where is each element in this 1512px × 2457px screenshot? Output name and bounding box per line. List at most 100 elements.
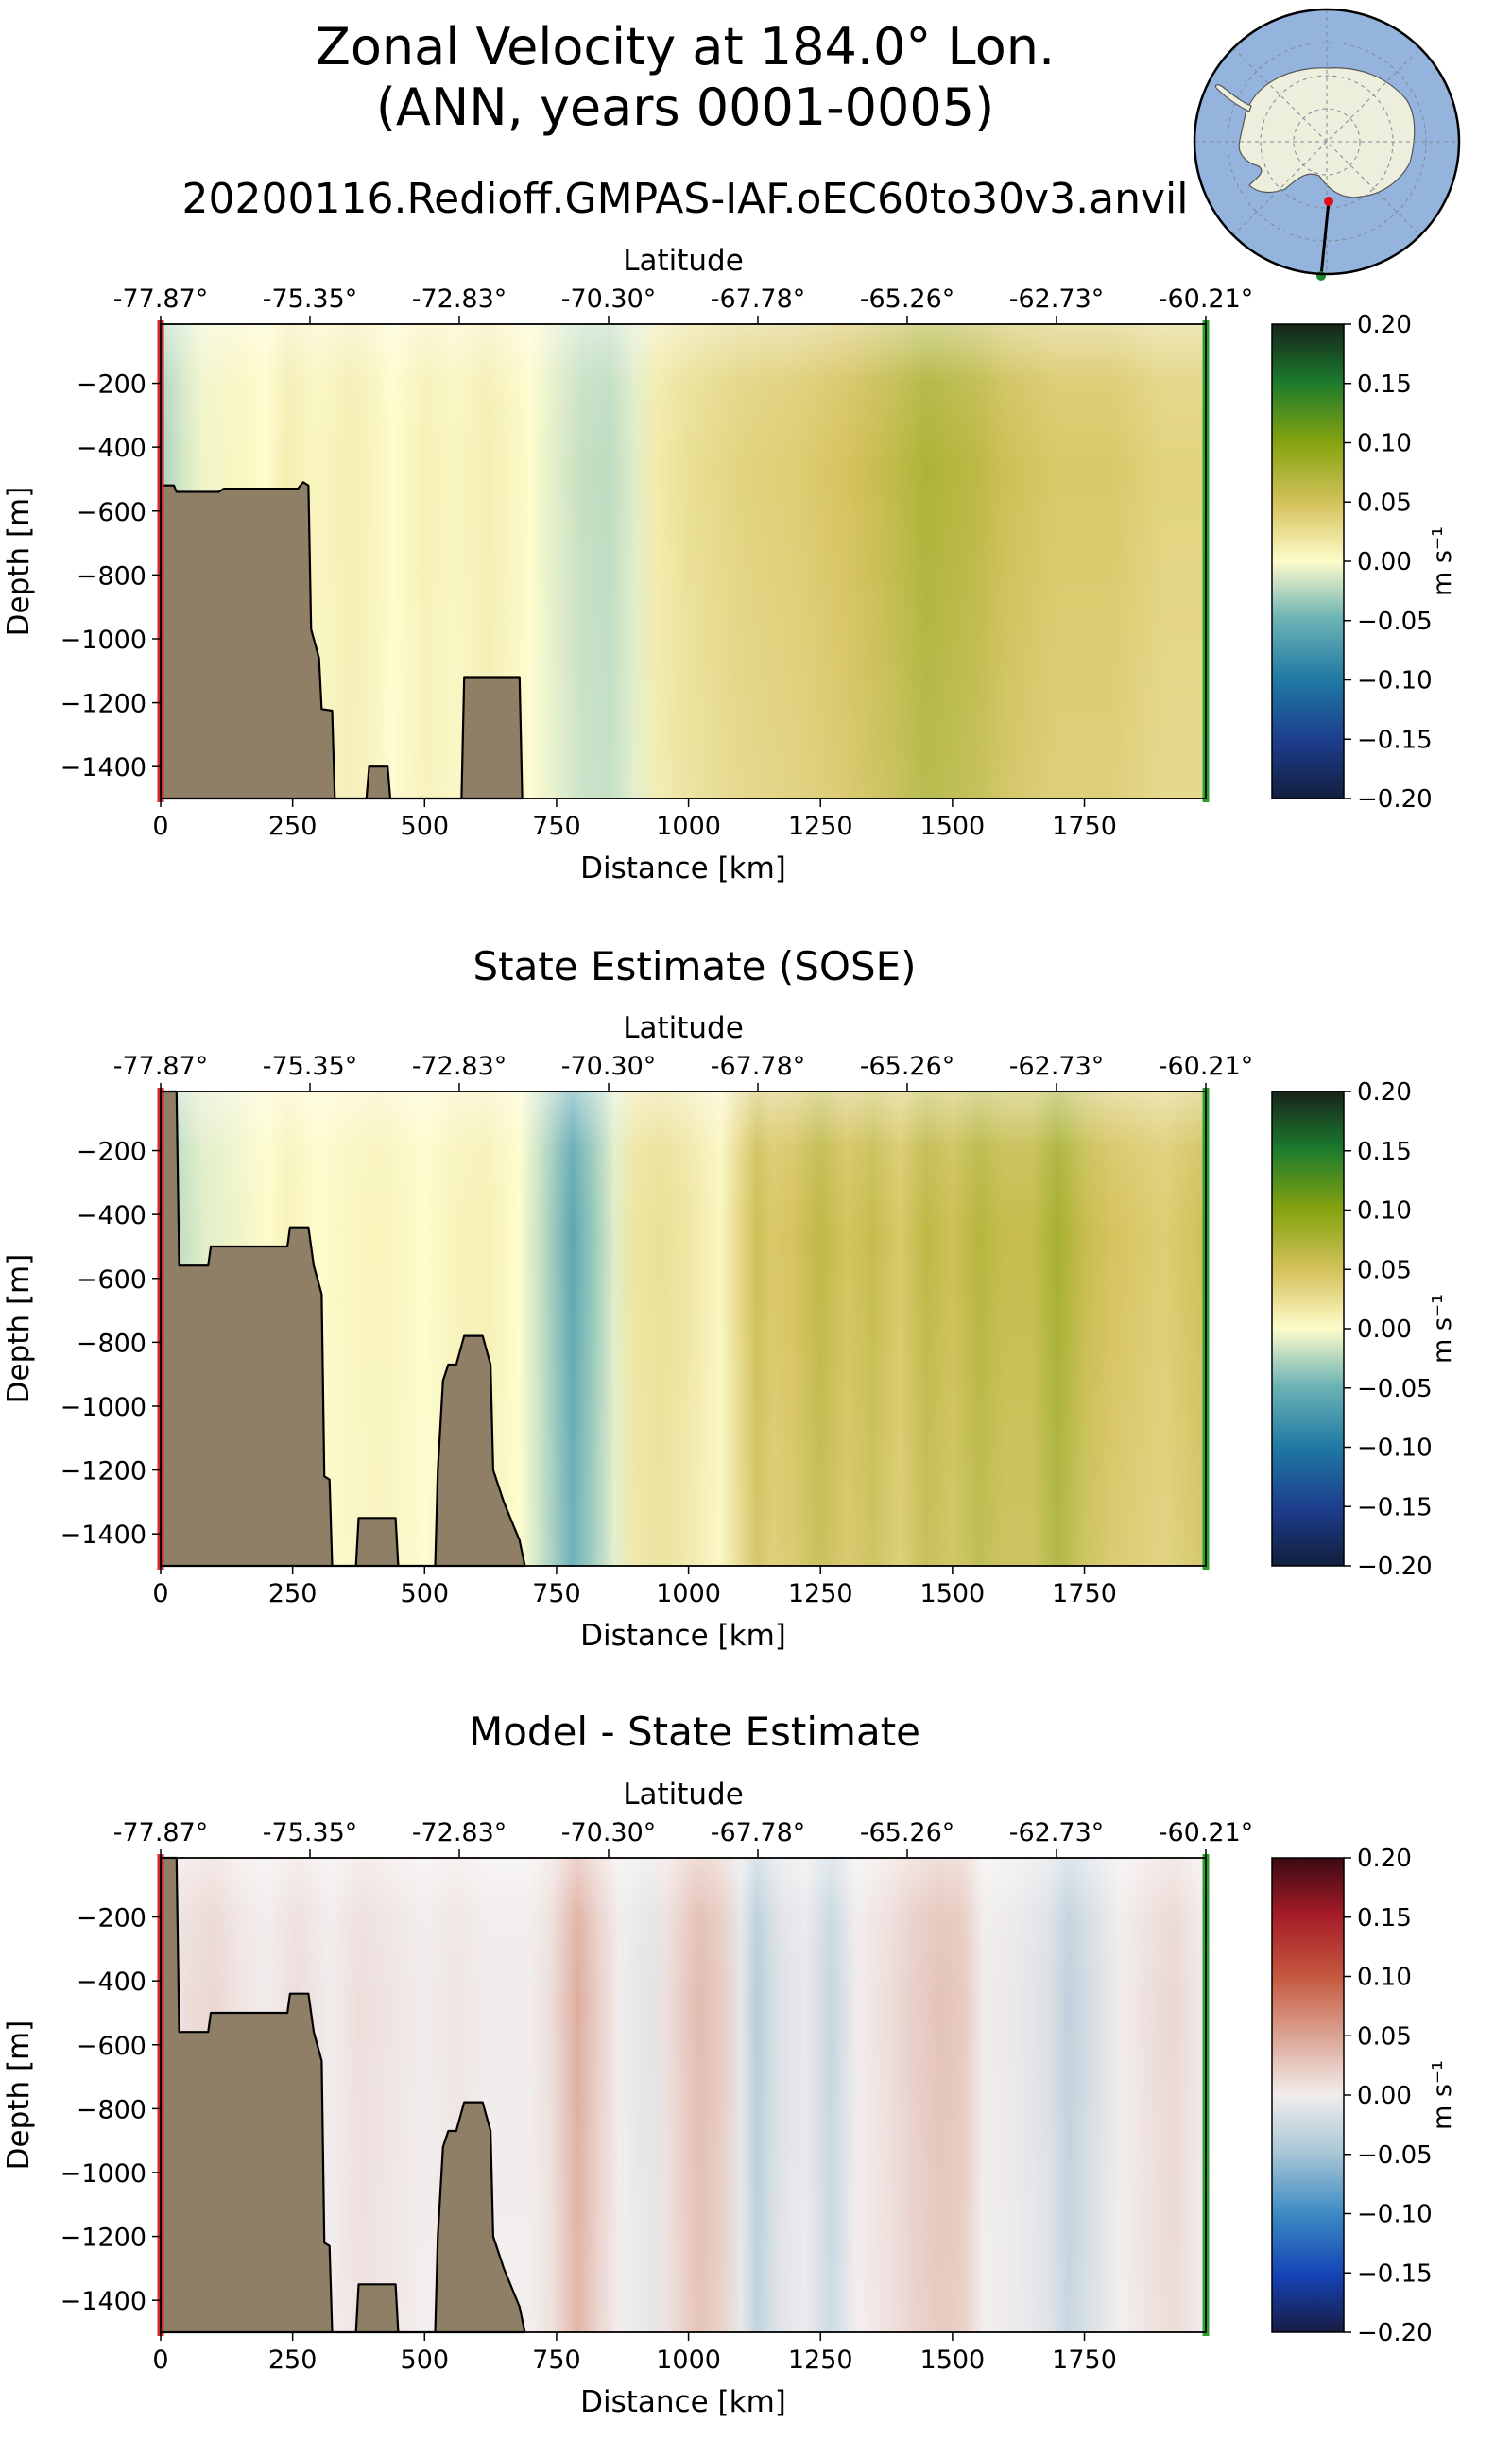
x-tick-label: 250 (268, 812, 318, 841)
location-inset-map (1193, 8, 1461, 281)
colorbar-tick-label: 0.00 (1357, 2082, 1412, 2110)
x-tick-label: 250 (268, 1579, 318, 1608)
x-tick-label: 1000 (656, 1579, 721, 1608)
y-axis-label: Depth [m] (2, 487, 36, 637)
figure-title-line1: Zonal Velocity at 184.0° Lon. (315, 17, 1056, 77)
x-tick-label: 0 (152, 812, 168, 841)
y-tick-label: −1200 (60, 1457, 146, 1486)
y-tick-label: −1000 (60, 1393, 146, 1422)
colorbar-tick-label: 0.10 (1357, 1964, 1412, 1992)
x-tick-label: 1000 (656, 2345, 721, 2375)
colorbar-label: m s⁻¹ (1428, 1294, 1457, 1364)
panel-difference: 0 250 500 750 1000 1250 1500 1750 Distance [km] -… (2, 1778, 1457, 2419)
x-tick-label: 1750 (1052, 812, 1117, 841)
colorbar (1271, 1857, 1345, 2333)
colorbar-tick-label: −0.20 (1357, 2319, 1433, 2347)
colorbar-tick-label: 0.20 (1357, 1845, 1412, 1873)
lat-tick-label: -72.83° (412, 1052, 507, 1081)
lat-tick-label: -77.87° (113, 1052, 209, 1081)
y-tick-label: −800 (77, 561, 146, 591)
y-tick-label: −800 (77, 1329, 146, 1358)
y-axis-label: Depth [m] (2, 2020, 36, 2171)
velocity-field-shading (161, 1091, 1206, 1566)
y-tick-label: −1400 (60, 2287, 146, 2316)
y-tick-label: −1200 (60, 2224, 146, 2253)
x-tick-label: 1750 (1052, 1579, 1117, 1608)
x-tick-label: 1500 (920, 1579, 986, 1608)
x-axis-label: Distance [km] (580, 851, 786, 885)
bathymetry (159, 1090, 526, 1568)
y-tick-label: −200 (77, 370, 146, 400)
lat-tick-label: -72.83° (412, 1818, 507, 1847)
x-tick-label: 750 (532, 1579, 581, 1608)
x-tick-label: 500 (401, 2345, 450, 2375)
y-tick-label: −1400 (60, 1521, 146, 1550)
velocity-field-shading (161, 324, 1206, 799)
colorbar-tick-label: −0.20 (1357, 785, 1433, 814)
figure-title-line2: (ANN, years 0001-0005) (375, 77, 995, 137)
x-tick-label: 750 (532, 812, 581, 841)
bathymetry (159, 481, 524, 800)
colorbar-tick-label: 0.15 (1357, 1138, 1412, 1166)
colorbar-tick-label: −0.10 (1357, 2201, 1433, 2229)
y-tick-label: −600 (77, 2032, 146, 2061)
x-tick-label: 500 (401, 812, 450, 841)
colorbar-tick-label: 0.20 (1357, 311, 1412, 339)
lat-axis-label: Latitude (623, 1011, 744, 1045)
lat-axis-label: Latitude (623, 244, 744, 278)
y-tick-label: −600 (77, 498, 146, 527)
colorbar-tick-label: 0.15 (1357, 370, 1412, 399)
y-tick-label: −600 (77, 1265, 146, 1295)
panel-model: 0 250 500 750 1000 1250 1500 1750 Distance [km] -… (2, 244, 1457, 885)
panel-3-title: Model - State Estimate (469, 1709, 920, 1755)
colorbar-tick-label: −0.05 (1357, 608, 1433, 636)
lat-tick-label: -67.78° (711, 284, 806, 314)
x-axis-label: Distance [km] (580, 2385, 786, 2419)
x-axis-label: Distance [km] (580, 1619, 786, 1653)
y-axis-label: Depth [m] (2, 1254, 36, 1404)
y-tick-label: −400 (77, 1967, 146, 1997)
colorbar-tick-label: 0.20 (1357, 1078, 1412, 1107)
lat-tick-label: -60.21° (1159, 284, 1254, 314)
lat-tick-label: -60.21° (1159, 1818, 1254, 1847)
x-tick-label: 1250 (788, 1579, 853, 1608)
y-tick-label: −1400 (60, 753, 146, 782)
lat-tick-label: -70.30° (561, 284, 657, 314)
lat-tick-label: -75.35° (263, 1052, 358, 1081)
colorbar-tick-label: −0.10 (1357, 1435, 1433, 1463)
y-tick-label: −1200 (60, 690, 146, 719)
lat-tick-label: -65.26° (860, 1052, 955, 1081)
lat-tick-label: -62.73° (1009, 1052, 1105, 1081)
x-tick-label: 0 (152, 1579, 168, 1608)
figure-subtitle: 20200116.Redioff.GMPAS-IAF.oEC60to30v3.a… (181, 175, 1189, 223)
x-tick-label: 250 (268, 2345, 318, 2375)
colorbar-label: m s⁻¹ (1428, 526, 1457, 596)
colorbar (1271, 1091, 1345, 1567)
x-tick-label: 1500 (920, 812, 986, 841)
colorbar (1271, 323, 1345, 799)
lat-tick-label: -67.78° (711, 1818, 806, 1847)
colorbar-tick-label: −0.05 (1357, 2141, 1433, 2170)
x-tick-label: 1250 (788, 2345, 853, 2375)
lat-tick-label: -62.73° (1009, 1818, 1105, 1847)
x-tick-label: 500 (401, 1579, 450, 1608)
x-tick-label: 1250 (788, 812, 853, 841)
colorbar-tick-label: 0.05 (1357, 489, 1412, 517)
lat-tick-label: -75.35° (263, 284, 358, 314)
lat-tick-label: -65.26° (860, 284, 955, 314)
lat-tick-label: -70.30° (561, 1818, 657, 1847)
y-tick-label: −800 (77, 2095, 146, 2124)
lat-tick-label: -77.87° (113, 284, 209, 314)
lat-tick-label: -70.30° (561, 1052, 657, 1081)
lat-tick-label: -72.83° (412, 284, 507, 314)
bathymetry (159, 1856, 526, 2334)
colorbar-tick-label: 0.05 (1357, 1256, 1412, 1284)
y-tick-label: −200 (77, 1904, 146, 1933)
colorbar-tick-label: −0.05 (1357, 1375, 1433, 1403)
lat-tick-label: -60.21° (1159, 1052, 1254, 1081)
x-tick-label: 1000 (656, 812, 721, 841)
y-tick-label: −1000 (60, 2159, 146, 2189)
y-tick-label: −1000 (60, 626, 146, 655)
x-tick-label: 1750 (1052, 2345, 1117, 2375)
